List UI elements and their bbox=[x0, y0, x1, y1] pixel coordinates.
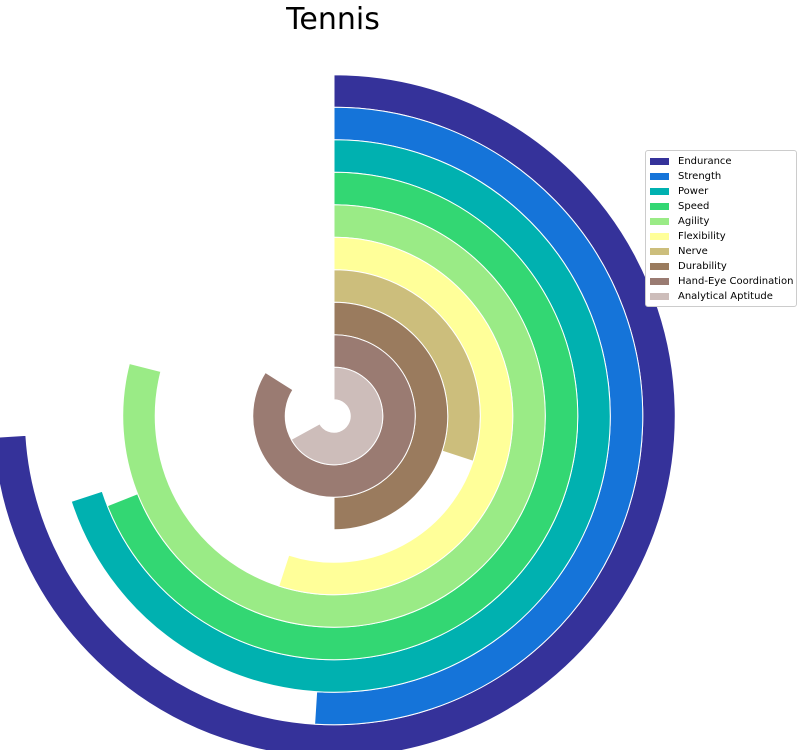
legend-label: Speed bbox=[678, 201, 710, 212]
legend-item: Durability bbox=[646, 259, 796, 274]
legend-item: Hand-Eye Coordination bbox=[646, 274, 796, 289]
legend: Endurance Strength Power Speed Agility Flexib… bbox=[645, 150, 797, 307]
legend-label: Strength bbox=[678, 171, 722, 182]
legend-swatch bbox=[650, 203, 669, 210]
bar-analytical-aptitude bbox=[290, 366, 384, 466]
legend-label: Power bbox=[678, 186, 709, 197]
legend-item: Analytical Aptitude bbox=[646, 289, 796, 304]
legend-item: Endurance bbox=[646, 154, 796, 169]
legend-item: Power bbox=[646, 184, 796, 199]
legend-swatch bbox=[650, 188, 669, 195]
legend-swatch bbox=[650, 293, 669, 300]
legend-label: Hand-Eye Coordination bbox=[678, 276, 794, 287]
legend-swatch bbox=[650, 278, 669, 285]
chart-title: Tennis bbox=[286, 2, 380, 37]
legend-swatch bbox=[650, 248, 669, 255]
legend-label: Flexibility bbox=[678, 231, 726, 242]
legend-swatch bbox=[650, 263, 669, 270]
legend-label: Durability bbox=[678, 261, 727, 272]
legend-item: Nerve bbox=[646, 244, 796, 259]
legend-label: Agility bbox=[678, 216, 710, 227]
legend-swatch bbox=[650, 158, 669, 165]
legend-label: Endurance bbox=[678, 156, 732, 167]
legend-swatch bbox=[650, 233, 669, 240]
legend-item: Agility bbox=[646, 214, 796, 229]
legend-item: Strength bbox=[646, 169, 796, 184]
legend-item: Speed bbox=[646, 199, 796, 214]
legend-swatch bbox=[650, 218, 669, 225]
bar-hand-eye-coordination bbox=[252, 334, 416, 498]
legend-label: Nerve bbox=[678, 246, 708, 257]
legend-label: Analytical Aptitude bbox=[678, 291, 773, 302]
legend-item: Flexibility bbox=[646, 229, 796, 244]
legend-swatch bbox=[650, 173, 669, 180]
